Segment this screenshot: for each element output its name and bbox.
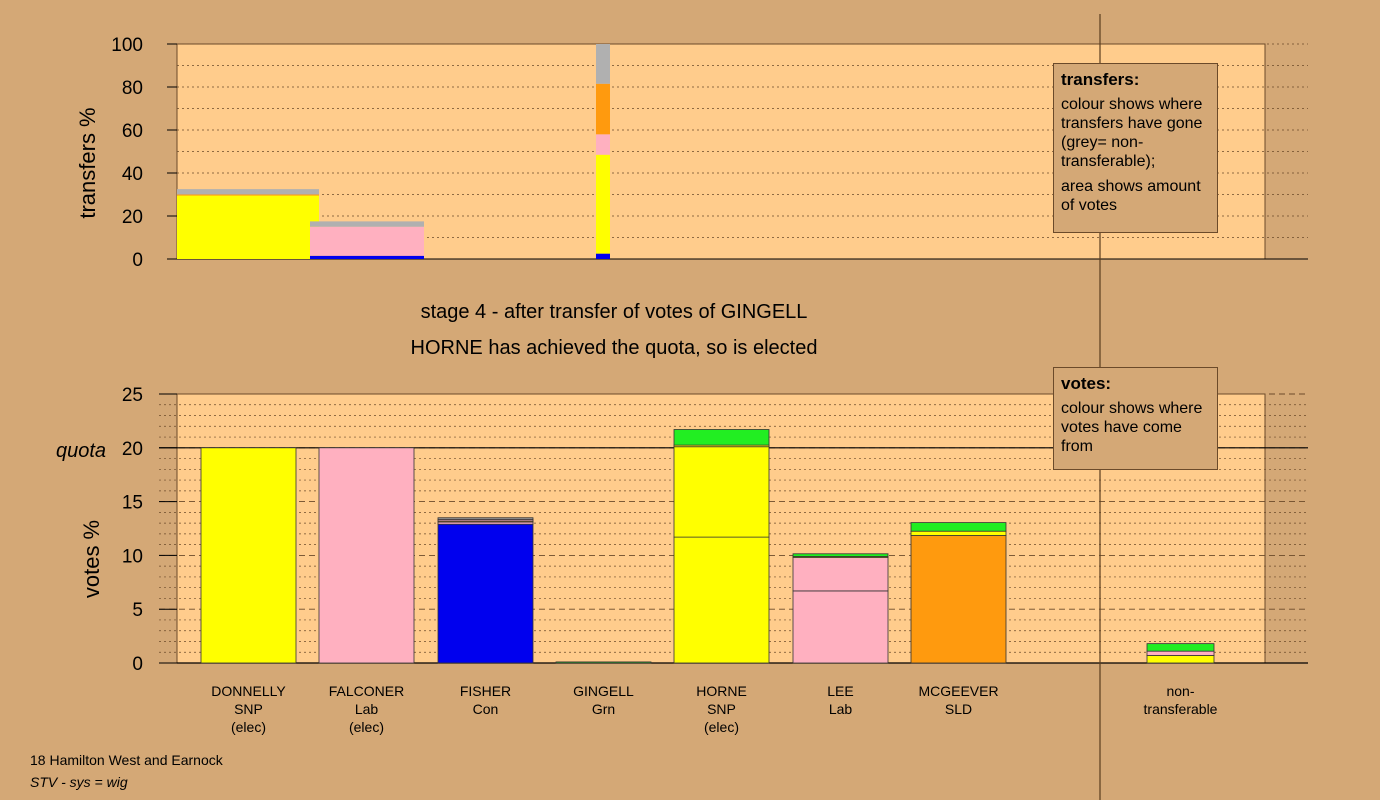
transfers-axis-label: transfers % xyxy=(75,107,100,218)
transfers-tick-label: 40 xyxy=(122,164,143,185)
candidate-label: (elec) xyxy=(704,719,739,735)
vote-segment-horne xyxy=(673,446,770,538)
transfers-tick-label: 20 xyxy=(122,207,143,228)
candidate-label: SNP xyxy=(707,701,736,717)
votes-legend-text: colour shows where votes have come from xyxy=(1061,400,1203,455)
votes-legend: votes: colour shows where votes have com… xyxy=(1053,367,1218,470)
stage-subtitle: HORNE has achieved the quota, so is elec… xyxy=(411,337,818,359)
vote-segment-non xyxy=(1146,643,1215,652)
transfers-legend-text: colour shows where transfers have gone (… xyxy=(1061,96,1203,170)
vote-segment-non xyxy=(1146,650,1215,656)
votes-tick-label: 15 xyxy=(122,493,143,514)
transfer-segment-falconer xyxy=(310,221,424,227)
candidate-label: (elec) xyxy=(231,719,266,735)
candidate-label: Con xyxy=(473,701,499,717)
transfer-segment-gingell xyxy=(596,253,610,259)
transfers-legend: transfers: colour shows where transfers … xyxy=(1053,63,1218,233)
candidate-label: DONNELLY xyxy=(211,683,286,699)
vote-segment-lee xyxy=(792,557,889,592)
stage-title: stage 4 - after transfer of votes of GIN… xyxy=(421,301,808,323)
candidate-label: FISHER xyxy=(460,683,511,699)
vote-segment-fisher xyxy=(437,517,534,520)
vote-segment-horne xyxy=(673,536,770,664)
votes-tick-label: 5 xyxy=(132,600,143,621)
candidate-label: Lab xyxy=(355,701,379,717)
transfers-tick-label: 60 xyxy=(122,121,143,142)
candidate-label: non- xyxy=(1166,683,1194,699)
system-label: STV - sys = wig xyxy=(30,774,128,790)
votes-legend-title: votes: xyxy=(1061,374,1112,393)
vote-segment-horne xyxy=(673,429,770,446)
candidate-label: FALCONER xyxy=(329,683,404,699)
candidate-label: Lab xyxy=(829,701,853,717)
transfers-legend-area: area shows amount of votes xyxy=(1061,178,1201,214)
transfers-tick-label: 100 xyxy=(111,35,143,56)
vote-segment-mcgeever xyxy=(910,535,1007,664)
vote-segment-lee xyxy=(792,590,889,664)
transfer-segment-gingell xyxy=(596,44,610,84)
transfer-segment-falconer xyxy=(310,255,424,259)
vote-segment-fisher xyxy=(437,523,534,664)
votes-tick-label: 25 xyxy=(122,385,143,406)
transfers-tick-label: 80 xyxy=(122,78,143,99)
votes-tick-label: 0 xyxy=(132,654,143,675)
candidate-label: LEE xyxy=(827,683,853,699)
candidate-label: Grn xyxy=(592,701,615,717)
transfer-segment-falconer xyxy=(310,226,424,256)
candidate-label: HORNE xyxy=(696,683,747,699)
quota-label: quota xyxy=(56,440,106,462)
votes-tick-label: 20 xyxy=(122,439,143,460)
candidate-label: (elec) xyxy=(349,719,384,735)
votes-tick-label: 10 xyxy=(122,546,143,567)
transfers-legend-title: transfers: xyxy=(1061,70,1140,89)
vote-segment-mcgeever xyxy=(910,530,1007,536)
candidate-label: GINGELL xyxy=(573,683,634,699)
transfer-segment-donnelly xyxy=(177,194,319,196)
vote-segment-falconer xyxy=(318,447,415,664)
candidate-label: SLD xyxy=(945,701,972,717)
vote-segment-non xyxy=(1146,655,1215,664)
vote-segment-mcgeever xyxy=(910,522,1007,532)
transfer-segment-gingell xyxy=(596,154,610,254)
transfer-segment-gingell xyxy=(596,83,610,135)
constituency-label: 18 Hamilton West and Earnock xyxy=(30,752,223,768)
vote-segment-lee xyxy=(792,553,889,557)
vote-segment-donnelly xyxy=(200,447,297,664)
candidate-label: transferable xyxy=(1144,701,1218,717)
vote-segment-gingell xyxy=(555,661,652,664)
votes-axis-label: votes % xyxy=(79,520,104,598)
transfers-tick-label: 0 xyxy=(132,250,143,271)
transfer-segment-gingell xyxy=(596,134,610,155)
transfer-segment-donnelly xyxy=(177,195,319,259)
transfer-segment-donnelly xyxy=(177,189,319,195)
candidate-label: MCGEEVER xyxy=(918,683,998,699)
candidate-label: SNP xyxy=(234,701,263,717)
